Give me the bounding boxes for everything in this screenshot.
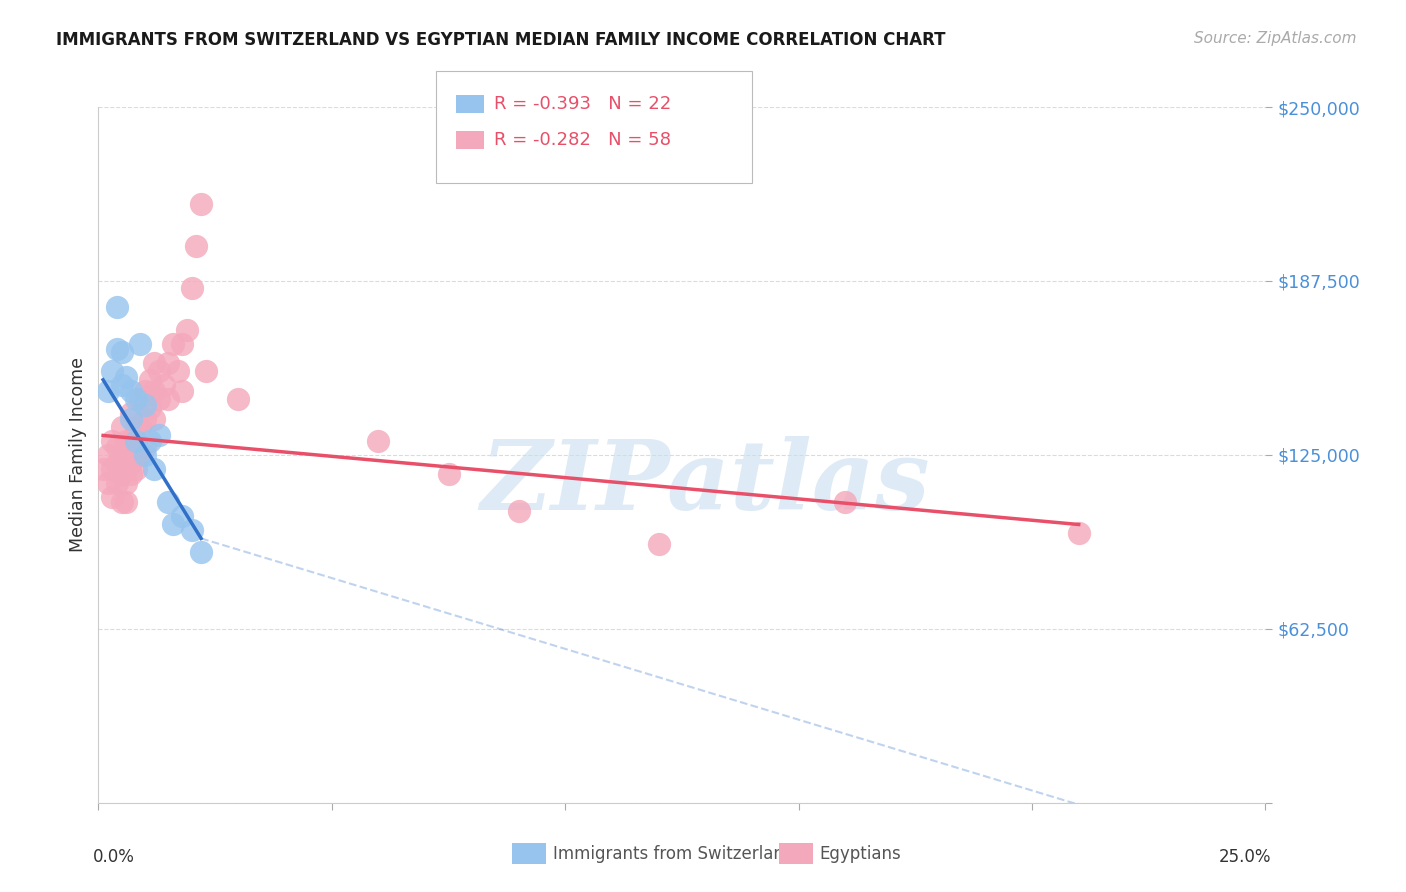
Point xyxy=(1067,525,1090,540)
Point xyxy=(367,434,389,448)
Point xyxy=(125,434,148,448)
Point xyxy=(129,448,152,462)
Point xyxy=(172,336,194,351)
Point xyxy=(125,392,148,407)
Point xyxy=(125,462,148,476)
Point xyxy=(228,392,250,407)
Point xyxy=(115,448,138,462)
Point xyxy=(105,342,128,356)
Point xyxy=(101,490,124,504)
Point xyxy=(148,364,170,378)
Point xyxy=(91,462,114,476)
Text: R = -0.393   N = 22: R = -0.393 N = 22 xyxy=(494,95,671,113)
Point xyxy=(105,475,128,490)
Point xyxy=(120,384,142,398)
Point xyxy=(157,356,180,370)
Text: 0.0%: 0.0% xyxy=(93,848,135,866)
Point xyxy=(148,392,170,407)
Point xyxy=(139,401,162,415)
Text: 25.0%: 25.0% xyxy=(1219,848,1271,866)
Point xyxy=(143,411,166,425)
Point xyxy=(97,384,120,398)
Point xyxy=(139,434,162,448)
Point xyxy=(176,323,198,337)
Point xyxy=(120,406,142,420)
Point xyxy=(166,364,188,378)
Point xyxy=(437,467,460,482)
Point xyxy=(111,420,134,434)
Point xyxy=(148,428,170,442)
Point xyxy=(134,448,156,462)
Point xyxy=(115,475,138,490)
Point xyxy=(120,411,142,425)
Text: Source: ZipAtlas.com: Source: ZipAtlas.com xyxy=(1194,31,1357,46)
Point xyxy=(115,495,138,509)
Point xyxy=(143,462,166,476)
Point xyxy=(834,495,856,509)
Point xyxy=(190,545,212,559)
Point xyxy=(105,456,128,470)
Point xyxy=(508,503,530,517)
Point xyxy=(647,537,669,551)
Point xyxy=(105,440,128,454)
Point xyxy=(143,356,166,370)
Point xyxy=(125,420,148,434)
Point xyxy=(162,336,184,351)
Point xyxy=(97,448,120,462)
Point xyxy=(120,467,142,482)
Point xyxy=(172,384,194,398)
Point xyxy=(186,239,208,253)
Point xyxy=(101,434,124,448)
Point xyxy=(120,456,142,470)
Text: Egyptians: Egyptians xyxy=(820,845,901,863)
Point xyxy=(111,378,134,392)
Point xyxy=(134,384,156,398)
Point xyxy=(134,440,156,454)
Point xyxy=(97,475,120,490)
Point xyxy=(134,398,156,412)
Point xyxy=(115,434,138,448)
Point xyxy=(157,495,180,509)
Point xyxy=(143,384,166,398)
Point xyxy=(111,448,134,462)
Point xyxy=(129,336,152,351)
Point xyxy=(125,434,148,448)
Point xyxy=(101,462,124,476)
Text: IMMIGRANTS FROM SWITZERLAND VS EGYPTIAN MEDIAN FAMILY INCOME CORRELATION CHART: IMMIGRANTS FROM SWITZERLAND VS EGYPTIAN … xyxy=(56,31,946,49)
Point xyxy=(157,392,180,407)
Point xyxy=(120,434,142,448)
Text: Immigrants from Switzerland: Immigrants from Switzerland xyxy=(553,845,794,863)
Point xyxy=(172,509,194,524)
Point xyxy=(111,467,134,482)
Point xyxy=(111,495,134,509)
Point xyxy=(139,373,162,387)
Point xyxy=(180,281,202,295)
Point xyxy=(129,420,152,434)
Point xyxy=(111,345,134,359)
Point xyxy=(115,462,138,476)
Point xyxy=(125,448,148,462)
Text: R = -0.282   N = 58: R = -0.282 N = 58 xyxy=(494,131,671,149)
Point xyxy=(152,378,174,392)
Point xyxy=(129,392,152,407)
Y-axis label: Median Family Income: Median Family Income xyxy=(69,358,87,552)
Point xyxy=(115,370,138,384)
Text: ZIPatlas: ZIPatlas xyxy=(481,436,929,530)
Point xyxy=(162,517,184,532)
Point xyxy=(180,523,202,537)
Point xyxy=(134,411,156,425)
Point xyxy=(105,301,128,315)
Point xyxy=(194,364,217,378)
Point xyxy=(101,364,124,378)
Point xyxy=(190,197,212,211)
